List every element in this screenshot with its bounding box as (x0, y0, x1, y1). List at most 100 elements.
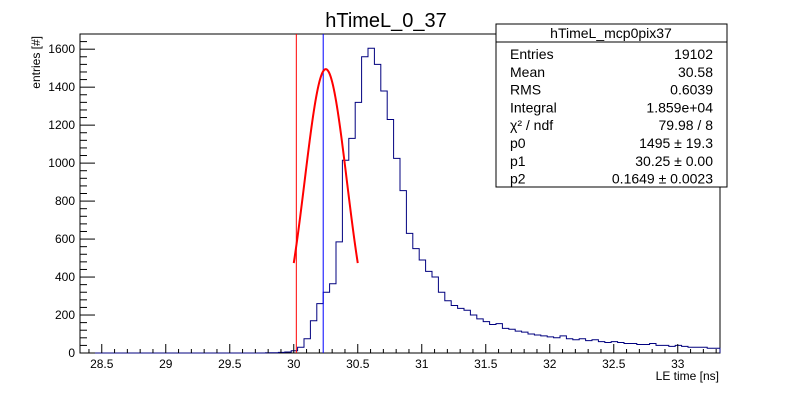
x-tick-label: 28.5 (90, 357, 114, 371)
histogram-bin (630, 344, 636, 353)
histogram-bin (675, 345, 681, 353)
histogram-bin (355, 102, 361, 353)
stats-row-value: 0.6039 (670, 82, 713, 98)
stats-row-label: p2 (510, 171, 526, 187)
histogram-bin (400, 191, 406, 353)
histogram-bin (298, 347, 304, 353)
histogram-bin (714, 348, 720, 353)
stats-row-value: 19102 (674, 46, 713, 62)
histogram-bin (611, 342, 617, 353)
y-tick-label: 1400 (48, 80, 75, 94)
histogram-bin (707, 348, 713, 353)
stats-row-label: χ² / ndf (510, 117, 553, 133)
stats-row-value: 79.98 / 8 (659, 117, 714, 133)
y-tick-label: 800 (55, 194, 75, 208)
histogram-bin (637, 344, 643, 353)
histogram-bin (323, 292, 329, 353)
stats-row-label: p1 (510, 153, 526, 169)
histogram-bin (496, 324, 502, 353)
histogram-bin (362, 57, 368, 353)
histogram-bin (592, 340, 598, 353)
x-tick-label: 29 (159, 357, 173, 371)
histogram-bin (650, 344, 656, 353)
y-tick-label: 1200 (48, 118, 75, 132)
x-tick-label: 29.5 (218, 357, 242, 371)
histogram-bin (381, 91, 387, 353)
histogram-bin (413, 249, 419, 353)
histogram-bin (598, 342, 604, 353)
y-tick-label: 1000 (48, 156, 75, 170)
histogram-bin (509, 329, 515, 353)
histogram-bin (554, 338, 560, 353)
histogram-bin (426, 271, 432, 353)
histogram-bin (624, 344, 630, 353)
histogram-bin (528, 334, 534, 353)
histogram-bin (464, 310, 470, 353)
histogram-bin (688, 347, 694, 353)
y-tick-label: 600 (55, 232, 75, 246)
stats-row-value: 30.58 (678, 64, 713, 80)
histogram-bin (310, 321, 316, 353)
y-axis-label: entries [#] (29, 36, 43, 89)
histogram-bin (656, 345, 662, 353)
histogram-bin (336, 242, 342, 353)
y-tick-label: 1600 (48, 42, 75, 56)
histogram-bin (477, 319, 483, 353)
histogram-bin (419, 260, 425, 353)
x-tick-label: 30 (287, 357, 301, 371)
histogram-bin (579, 339, 585, 353)
histogram-bin (560, 336, 566, 353)
stats-row-value: 1.859e+04 (646, 99, 713, 115)
chart-title: hTimeL_0_37 (325, 10, 447, 32)
histogram-bin (317, 304, 323, 353)
histogram-bin (445, 301, 451, 353)
histogram-bin (643, 344, 649, 353)
y-tick-label: 200 (55, 308, 75, 322)
x-tick-label: 31.5 (474, 357, 498, 371)
histogram-bin (502, 328, 508, 353)
stats-row-value: 1495 ± 19.3 (639, 135, 713, 151)
histogram-bin (432, 277, 438, 353)
histogram-bin (566, 339, 572, 353)
histogram-bin (662, 345, 668, 353)
histogram-bin (304, 339, 310, 353)
histogram-bin (470, 315, 476, 353)
x-tick-label: 30.5 (346, 357, 370, 371)
x-tick-label: 32.5 (602, 357, 626, 371)
histogram-bin (618, 343, 624, 353)
histogram-bin (547, 337, 553, 353)
stats-row-label: p0 (510, 135, 526, 151)
histogram-bin (330, 284, 336, 353)
histogram-bin (541, 336, 547, 353)
histogram-bin (483, 322, 489, 353)
histogram-bin (394, 158, 400, 353)
stats-row-value: 30.25 ± 0.00 (635, 153, 713, 169)
x-tick-label: 32 (543, 357, 557, 371)
stats-row-label: Integral (510, 99, 557, 115)
stats-row-label: RMS (510, 82, 541, 98)
histogram-bin (387, 119, 393, 353)
histogram-bin (522, 332, 528, 353)
histogram-bin (368, 48, 374, 353)
histogram-bin (682, 346, 688, 353)
histogram-bin (515, 331, 521, 353)
stats-row-value: 0.1649 ± 0.0023 (612, 171, 713, 187)
histogram-bin (605, 343, 611, 353)
histogram-bin (669, 346, 675, 353)
histogram-bin (573, 340, 579, 353)
histogram-bin (701, 347, 707, 353)
histogram-bin (694, 347, 700, 353)
histogram-bin (586, 341, 592, 353)
histogram-bin (458, 308, 464, 353)
stats-row-label: Mean (510, 64, 545, 80)
stats-box-title: hTimeL_mcp0pix37 (550, 25, 672, 41)
histogram-bin (490, 325, 496, 353)
x-tick-label: 33 (671, 357, 685, 371)
histogram-bin (451, 306, 457, 353)
histogram-bin (374, 64, 380, 353)
histogram-bin (534, 335, 540, 353)
x-axis-label: LE time [ns] (656, 369, 719, 383)
x-tick-label: 31 (415, 357, 429, 371)
